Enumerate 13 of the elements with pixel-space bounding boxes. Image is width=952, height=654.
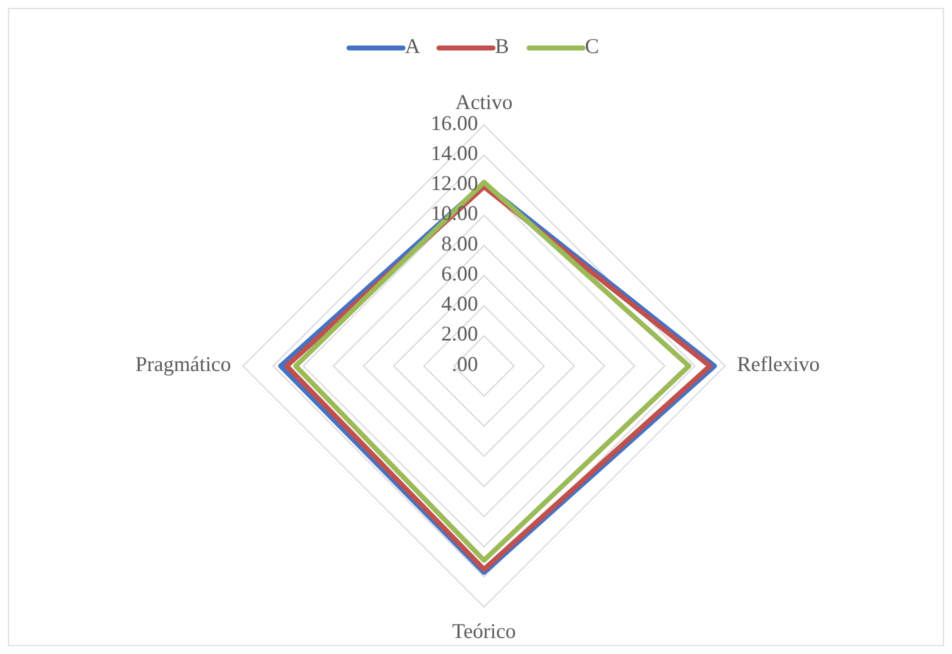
y-tick-label: 2.00 [441,322,478,346]
y-tick-label: 14.00 [430,140,478,165]
spoke-label: Pragmático [135,352,231,376]
legend-label: A [405,34,421,58]
legend-label: B [495,34,510,58]
y-tick-label: 6.00 [441,261,478,286]
spoke-label: Teórico [452,619,516,644]
legend-label: C [585,34,600,58]
spoke-label: Reflexivo [737,352,820,376]
y-tick-label: 4.00 [441,292,478,316]
y-tick-label: 12.00 [430,171,478,196]
y-tick-label: 8.00 [441,231,478,256]
y-tick-label: .00 [452,352,478,376]
